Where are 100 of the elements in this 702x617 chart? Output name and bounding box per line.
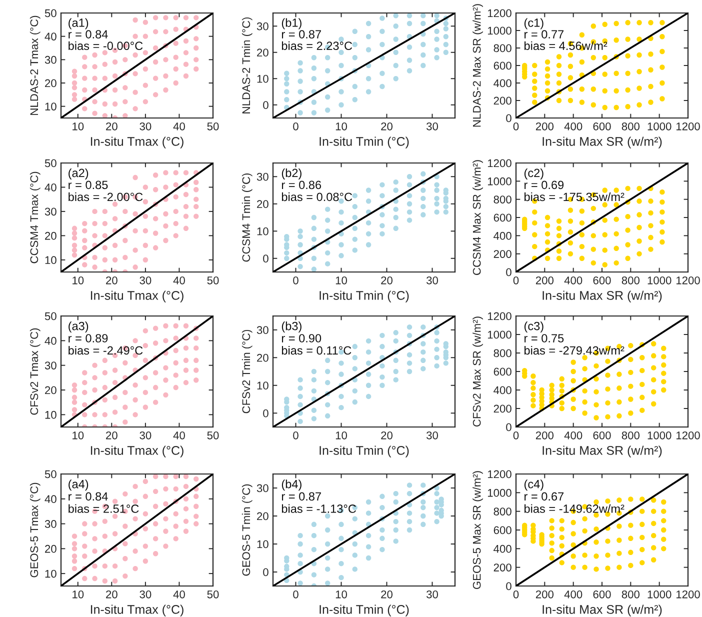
x-tick-label: 0 xyxy=(293,590,298,598)
y-tick-label: 400 xyxy=(494,232,512,240)
y-axis-title: CFSv2 Tmin (°C) xyxy=(242,330,252,414)
x-tick-label: 1200 xyxy=(676,122,700,130)
x-tick-label: 0 xyxy=(293,431,298,440)
x-tick-label: 40 xyxy=(173,590,185,598)
annotation: (b3) xyxy=(282,322,302,333)
x-tick-label: 20 xyxy=(106,276,118,284)
x-tick-label: 20 xyxy=(381,276,392,284)
x-tick-label: 1000 xyxy=(648,122,672,130)
y-tick-label: 10 xyxy=(45,570,56,578)
annotation: (c2) xyxy=(524,168,544,180)
x-tick-label: 800 xyxy=(622,276,640,284)
y-tick-label: 0 xyxy=(263,101,268,110)
annotation: (b2) xyxy=(282,168,302,180)
annotation: (a3) xyxy=(68,322,88,333)
y-tick-label: 1000 xyxy=(488,26,512,35)
x-axis-title: In-situ Tmax (°C) xyxy=(90,604,184,616)
x-tick-label: 30 xyxy=(426,431,438,440)
x-tick-label: 600 xyxy=(593,276,611,284)
y-axis-title: CCSM4 Tmax (°C) xyxy=(30,172,40,264)
y-tick-label: 20 xyxy=(257,200,268,208)
y-axis-title: GEOS-5 Tmin (°C) xyxy=(242,484,252,576)
y-axis-title: CCSM4 Tmin (°C) xyxy=(242,173,252,262)
y-tick-label: 600 xyxy=(494,368,512,376)
x-tick-label: 200 xyxy=(536,276,554,284)
x-tick-label: 50 xyxy=(207,431,219,440)
y-tick-label: 1000 xyxy=(488,177,512,186)
y-tick-label: 20 xyxy=(257,48,268,57)
x-tick-label: 30 xyxy=(426,276,438,284)
x-tick-label: 10 xyxy=(72,276,84,284)
x-tick-label: 0 xyxy=(293,276,298,284)
x-tick-label: 30 xyxy=(426,122,438,130)
annotation: r = 0.89 xyxy=(68,334,108,342)
x-tick-label: 20 xyxy=(381,590,392,598)
y-tick-label: 0 xyxy=(263,254,268,263)
y-tick-label: 200 xyxy=(494,404,512,413)
x-tick-label: 10 xyxy=(72,431,84,440)
annotation: bias = -2.00°C xyxy=(68,192,143,202)
y-axis-title: CCSM4 Max SR (w/m²) xyxy=(472,160,483,275)
x-tick-label: 30 xyxy=(426,590,438,598)
annotation: r = 0.84 xyxy=(68,492,108,501)
y-tick-label: 800 xyxy=(494,349,512,358)
annotation: bias = 0.08°C xyxy=(282,192,352,202)
x-tick-label: 0 xyxy=(513,431,519,440)
x-tick-label: 20 xyxy=(106,122,118,130)
x-tick-label: 600 xyxy=(593,431,611,440)
y-tick-label: 1200 xyxy=(488,9,512,18)
x-tick-label: 20 xyxy=(106,431,118,440)
x-axis-title: In-situ Tmin (°C) xyxy=(320,290,409,302)
x-tick-label: 200 xyxy=(536,590,554,598)
y-tick-label: 600 xyxy=(494,214,512,222)
annotation: r = 0.87 xyxy=(282,492,321,501)
y-tick-label: 200 xyxy=(494,564,512,572)
y-tick-label: 30 xyxy=(44,520,56,528)
x-tick-label: 40 xyxy=(173,431,185,440)
x-axis-title: In-situ Tmin (°C) xyxy=(320,136,409,148)
x-tick-label: 800 xyxy=(622,122,640,130)
x-tick-label: 400 xyxy=(564,276,582,284)
x-tick-label: 400 xyxy=(564,590,582,598)
y-tick-label: 10 xyxy=(257,74,268,83)
annotation: (c3) xyxy=(524,322,544,333)
x-tick-label: 30 xyxy=(140,276,152,284)
annotation: (a4) xyxy=(68,480,88,491)
x-tick-label: 200 xyxy=(536,431,554,440)
y-tick-label: 30 xyxy=(256,22,268,30)
annotation: bias = 2.51°C xyxy=(68,504,139,513)
y-tick-label: 200 xyxy=(494,96,512,105)
y-tick-label: 20 xyxy=(45,79,56,88)
y-tick-label: 0 xyxy=(506,423,512,432)
y-tick-label: 0 xyxy=(263,409,268,418)
y-axis-title: GEOS-5 Tmax (°C) xyxy=(30,482,40,578)
y-tick-label: 30 xyxy=(256,172,268,181)
y-tick-label: 40 xyxy=(44,495,56,504)
y-tick-label: 600 xyxy=(494,62,512,70)
annotation: r = 0.69 xyxy=(524,180,564,190)
annotation: r = 0.67 xyxy=(524,492,564,501)
annotation: (b1) xyxy=(282,18,302,30)
y-axis-title: CFSv2 Tmax (°C) xyxy=(30,328,40,415)
x-tick-label: 10 xyxy=(336,590,347,598)
y-tick-label: 50 xyxy=(44,159,56,168)
y-tick-label: 50 xyxy=(44,470,56,478)
x-tick-label: 50 xyxy=(207,276,219,284)
x-tick-label: 10 xyxy=(336,122,347,130)
y-tick-label: 1000 xyxy=(488,488,512,497)
x-tick-label: 600 xyxy=(593,590,611,598)
x-tick-label: 1200 xyxy=(676,276,700,284)
x-tick-label: 0 xyxy=(513,276,519,284)
y-tick-label: 1200 xyxy=(488,312,512,320)
x-tick-label: 1000 xyxy=(648,590,672,598)
x-tick-label: 50 xyxy=(207,122,219,130)
x-tick-label: 400 xyxy=(564,431,582,440)
y-tick-label: 20 xyxy=(45,544,56,553)
x-tick-label: 10 xyxy=(336,276,347,284)
y-tick-label: 10 xyxy=(257,540,268,548)
y-tick-label: 1000 xyxy=(488,330,512,339)
annotation: (c1) xyxy=(524,18,544,30)
y-tick-label: 40 xyxy=(44,183,56,192)
annotation: r = 0.90 xyxy=(282,334,322,342)
x-tick-label: 20 xyxy=(106,590,118,598)
